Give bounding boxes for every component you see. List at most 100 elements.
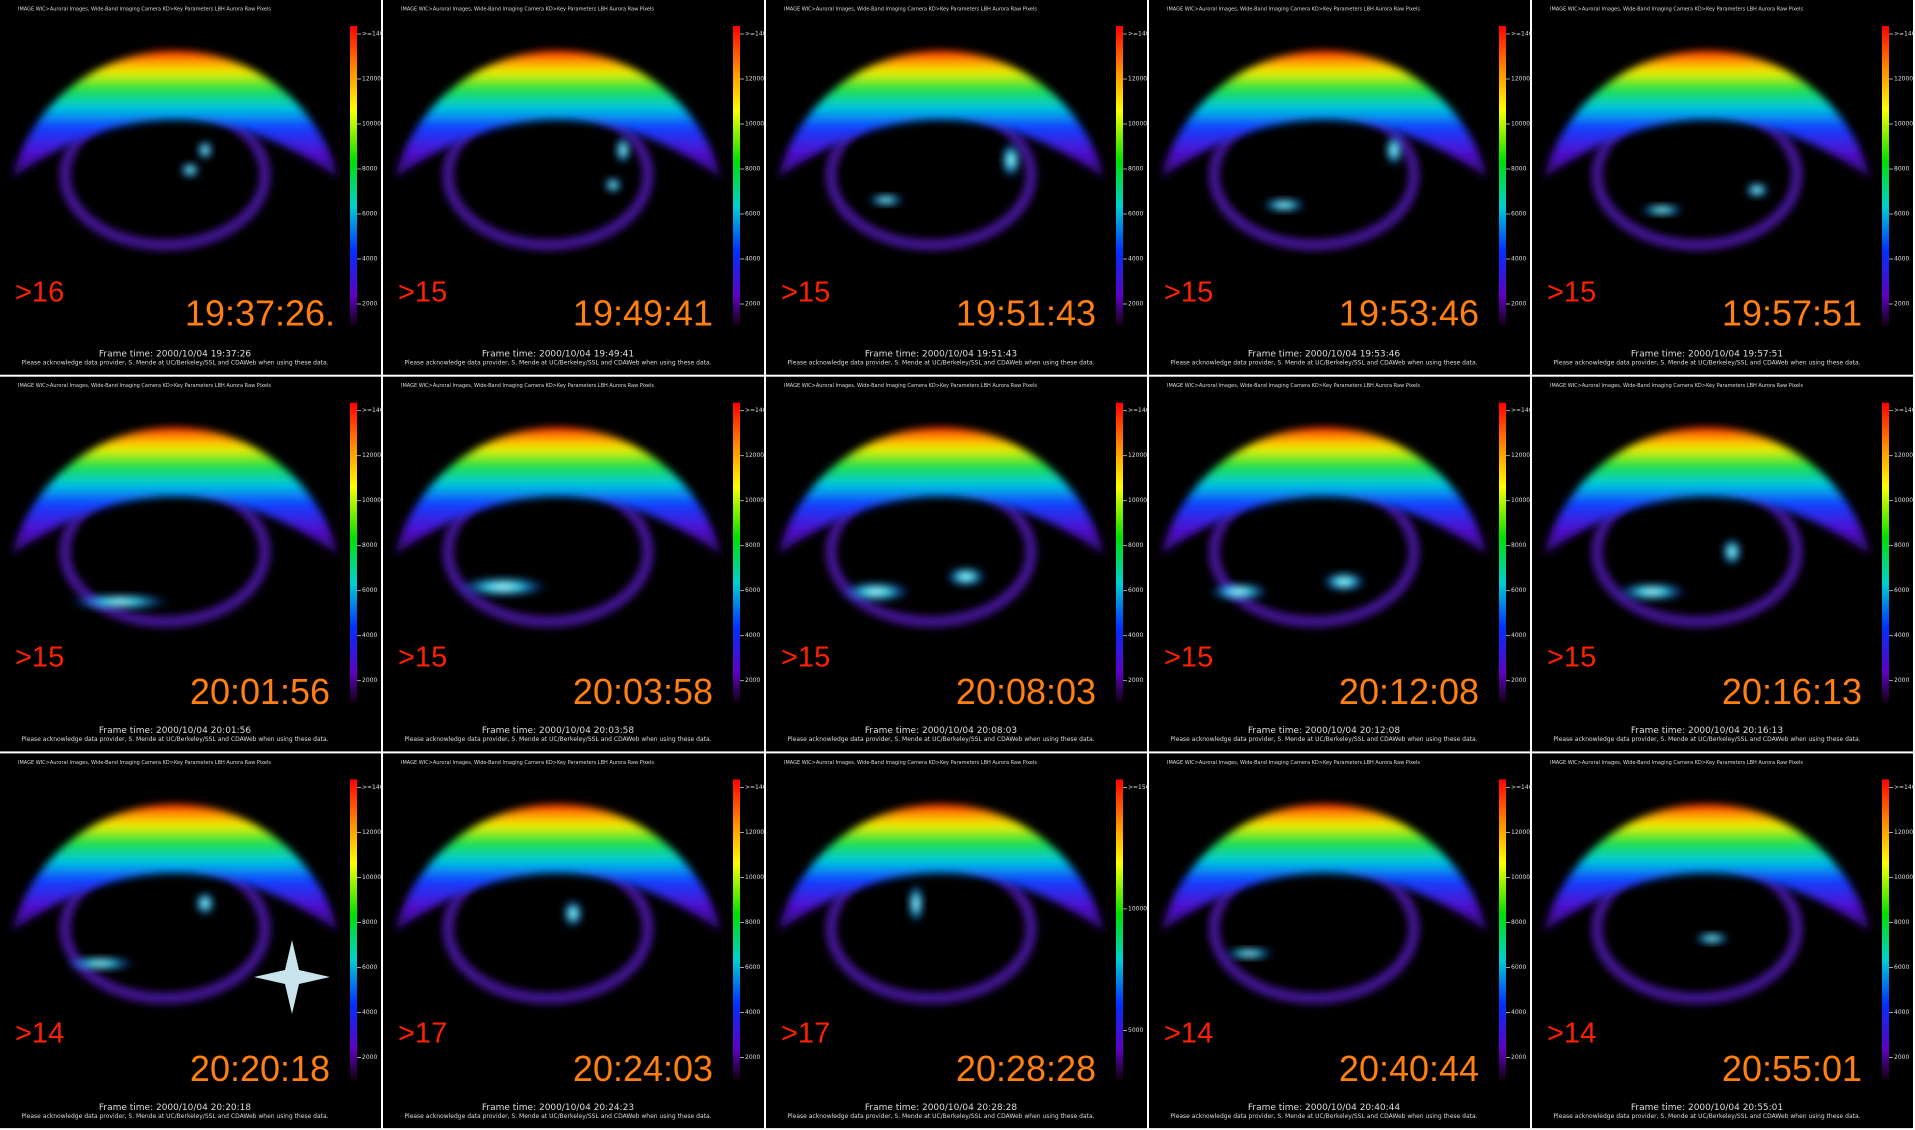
colorbar-label: 8000 bbox=[745, 919, 760, 926]
colorbar-label: 4000 bbox=[362, 256, 377, 263]
threshold-label: >15 bbox=[398, 641, 447, 673]
colorbar-label: 10000 bbox=[1894, 874, 1913, 881]
colorbar-label: 6000 bbox=[745, 964, 760, 971]
colorbar-label: 6000 bbox=[362, 211, 377, 218]
colorbar-label: 2000 bbox=[362, 677, 377, 684]
panel: IMAGE WIC>Auroral Images, Wide-Band Imag… bbox=[1532, 0, 1915, 375]
aurora-spot bbox=[1209, 583, 1269, 601]
colorbar-label: 10000 bbox=[745, 497, 764, 504]
time-label: 20:55:01 bbox=[1722, 1048, 1862, 1089]
aurora-spot bbox=[946, 567, 986, 587]
colorbar-label: 12000 bbox=[1894, 829, 1913, 836]
threshold-label: >15 bbox=[398, 277, 447, 309]
colorbar-label: 4000 bbox=[1894, 256, 1909, 263]
frame-time: Frame time: 2000/10/04 19:57:51 bbox=[1631, 350, 1783, 360]
colorbar-label: 8000 bbox=[1894, 166, 1909, 173]
colorbar-label: 10000 bbox=[362, 874, 381, 881]
colorbar-label: 6000 bbox=[1894, 211, 1909, 218]
colorbar-label: 6000 bbox=[362, 587, 377, 594]
threshold-label: >14 bbox=[15, 1018, 64, 1050]
acknowledgement: Please acknowledge data provider, S. Men… bbox=[404, 1113, 711, 1120]
colorbar-label: 2000 bbox=[1511, 301, 1526, 308]
colorbar-label: 8000 bbox=[1511, 166, 1526, 173]
time-label: 20:40:44 bbox=[1339, 1048, 1479, 1089]
colorbar-label: 8000 bbox=[1128, 542, 1143, 549]
colorbar bbox=[1116, 403, 1123, 703]
aurora-spot bbox=[1224, 947, 1274, 959]
panel: IMAGE WIC>Auroral Images, Wide-Band Imag… bbox=[1149, 377, 1540, 752]
colorbar-label: 12000 bbox=[362, 452, 381, 459]
image-grid: IMAGE WIC>Auroral Images, Wide-Band Imag… bbox=[0, 0, 1915, 1130]
colorbar-label: 8000 bbox=[745, 166, 760, 173]
colorbar-label: 10000 bbox=[1511, 121, 1530, 128]
time-label: 20:01:56 bbox=[190, 671, 330, 712]
frame-time: Frame time: 2000/10/04 19:53:46 bbox=[1248, 350, 1401, 360]
panel: IMAGE WIC>Auroral Images, Wide-Band Imag… bbox=[0, 753, 391, 1128]
colorbar-label: 8000 bbox=[1511, 919, 1526, 926]
colorbar-label: >=14000 bbox=[1894, 407, 1915, 414]
panel-header: IMAGE WIC>Auroral Images, Wide-Band Imag… bbox=[18, 383, 271, 389]
page: {"header": "IMAGE WIC>Auroral Images, Wi… bbox=[0, 0, 1915, 1130]
frame-time: Frame time: 2000/10/04 20:12:08 bbox=[1248, 726, 1401, 736]
panel-header: IMAGE WIC>Auroral Images, Wide-Band Imag… bbox=[784, 7, 1037, 13]
colorbar-label: >=14000 bbox=[1894, 784, 1915, 791]
threshold-label: >15 bbox=[1164, 277, 1213, 309]
frame-time: Frame time: 2000/10/04 19:51:43 bbox=[865, 350, 1017, 360]
panel: IMAGE WIC>Auroral Images, Wide-Band Imag… bbox=[766, 0, 1157, 375]
aurora-spot bbox=[1694, 932, 1730, 944]
colorbar-label: 8000 bbox=[745, 542, 760, 549]
panel-header: IMAGE WIC>Auroral Images, Wide-Band Imag… bbox=[1167, 383, 1420, 389]
threshold-label: >17 bbox=[781, 1018, 830, 1050]
time-label: 20:12:08 bbox=[1339, 671, 1479, 712]
aurora-spot bbox=[458, 577, 548, 597]
colorbar-label: 2000 bbox=[1511, 1054, 1526, 1061]
aurora-spot bbox=[615, 136, 631, 164]
colorbar bbox=[1499, 403, 1506, 703]
acknowledgement: Please acknowledge data provider, S. Men… bbox=[1553, 360, 1860, 367]
colorbar bbox=[1116, 779, 1123, 1079]
panel: IMAGE WIC>Auroral Images, Wide-Band Imag… bbox=[1532, 753, 1915, 1128]
colorbar-label: 6000 bbox=[1511, 964, 1526, 971]
colorbar-label: 4000 bbox=[1511, 632, 1526, 639]
colorbar-label: 4000 bbox=[1511, 256, 1526, 263]
colorbar bbox=[733, 779, 740, 1079]
aurora-spot bbox=[70, 594, 170, 610]
colorbar-label: 8000 bbox=[1894, 542, 1909, 549]
time-label: 19:51:43 bbox=[956, 293, 1096, 334]
acknowledgement: Please acknowledge data provider, S. Men… bbox=[1170, 1113, 1477, 1120]
panel-header: IMAGE WIC>Auroral Images, Wide-Band Imag… bbox=[1167, 760, 1420, 766]
colorbar-label: 4000 bbox=[1128, 632, 1143, 639]
frame-time: Frame time: 2000/10/04 20:24:23 bbox=[482, 1103, 634, 1113]
panel-header: IMAGE WIC>Auroral Images, Wide-Band Imag… bbox=[18, 7, 271, 13]
colorbar-label: 6000 bbox=[745, 587, 760, 594]
acknowledgement: Please acknowledge data provider, S. Men… bbox=[787, 736, 1094, 743]
aurora-spot bbox=[180, 162, 200, 178]
colorbar bbox=[350, 403, 357, 703]
colorbar bbox=[1882, 779, 1889, 1079]
colorbar-label: >=14000 bbox=[1894, 31, 1915, 38]
colorbar bbox=[350, 779, 357, 1079]
acknowledgement: Please acknowledge data provider, S. Men… bbox=[21, 736, 328, 743]
threshold-label: >14 bbox=[1547, 1018, 1596, 1050]
colorbar-label: 5000 bbox=[1128, 1027, 1143, 1034]
aurora-spot bbox=[1385, 134, 1403, 166]
frame-time: Frame time: 2000/10/04 20:28:28 bbox=[865, 1103, 1018, 1113]
acknowledgement: Please acknowledge data provider, S. Men… bbox=[1170, 360, 1477, 367]
colorbar-label: 2000 bbox=[1894, 301, 1909, 308]
colorbar-label: 6000 bbox=[1128, 587, 1143, 594]
acknowledgement: Please acknowledge data provider, S. Men… bbox=[21, 360, 328, 367]
colorbar-label: 12000 bbox=[745, 452, 764, 459]
threshold-label: >14 bbox=[1164, 1018, 1213, 1050]
aurora-spot bbox=[868, 194, 904, 206]
frame-time: Frame time: 2000/10/04 20:55:01 bbox=[1631, 1103, 1783, 1113]
aurora-spot bbox=[1262, 198, 1306, 212]
colorbar-label: 10000 bbox=[1511, 497, 1530, 504]
frame-time: Frame time: 2000/10/04 20:03:58 bbox=[482, 726, 635, 736]
time-label: 19:37:26. bbox=[185, 293, 335, 334]
colorbar bbox=[1499, 779, 1506, 1079]
acknowledgement: Please acknowledge data provider, S. Men… bbox=[404, 736, 711, 743]
time-label: 20:03:58 bbox=[573, 671, 713, 712]
frame-time: Frame time: 2000/10/04 20:20:18 bbox=[99, 1103, 252, 1113]
panel-header: IMAGE WIC>Auroral Images, Wide-Band Imag… bbox=[1550, 7, 1803, 13]
panel: IMAGE WIC>Auroral Images, Wide-Band Imag… bbox=[1149, 753, 1540, 1128]
